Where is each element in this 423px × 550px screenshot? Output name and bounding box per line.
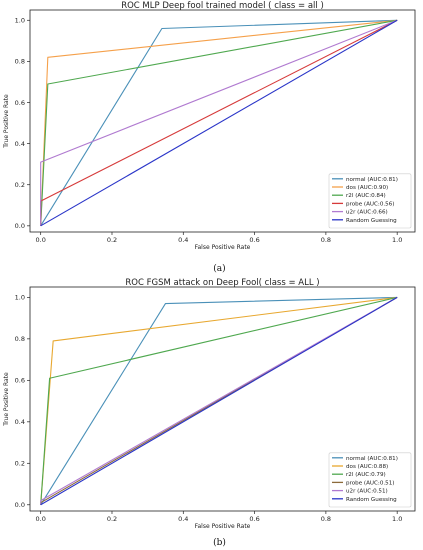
x-tick-label: 0.8 — [321, 236, 331, 244]
chart-title: ROC MLP Deep fool trained model ( class … — [121, 1, 324, 11]
x-tick-label: 0.2 — [107, 236, 117, 244]
legend-label: dos (AUC:0.90) — [346, 185, 388, 191]
x-tick-label: 0.2 — [107, 515, 117, 523]
roc-curve-5 — [40, 296, 398, 506]
y-axis-label: True Positive Rate — [3, 372, 10, 427]
legend-label: normal (AUC:0.81) — [346, 456, 398, 462]
legend-box — [328, 452, 412, 508]
chart-a: ROC MLP Deep fool trained model ( class … — [3, 1, 416, 274]
roc-curve-2 — [40, 19, 398, 226]
y-tick-label: 0.2 — [15, 460, 25, 468]
roc-curve-5 — [40, 19, 398, 227]
legend-label: probe (AUC:0.56) — [346, 201, 394, 207]
roc-curve-2 — [40, 296, 398, 505]
x-tick-label: 1.0 — [392, 515, 402, 523]
legend-label: normal (AUC:0.81) — [346, 177, 398, 183]
roc-curve-4 — [40, 19, 398, 226]
roc-curve-4 — [40, 296, 398, 505]
roc-curve-0 — [40, 296, 398, 506]
x-tick-label: 0.6 — [249, 515, 259, 523]
legend-label: Random Guessing — [346, 497, 397, 503]
x-tick-label: 0.4 — [178, 236, 188, 244]
y-tick-label: 0.6 — [15, 377, 25, 385]
legend-box — [328, 173, 412, 229]
figure-caption: (b) — [213, 537, 226, 548]
y-tick-label: 0.0 — [15, 222, 25, 230]
legend-label: probe (AUC:0.51) — [346, 480, 394, 486]
legend-label: dos (AUC:0.88) — [346, 464, 388, 470]
x-tick-label: 0.0 — [36, 236, 46, 244]
y-tick-label: 0.4 — [15, 140, 25, 148]
x-tick-label: 0.4 — [178, 515, 188, 523]
y-tick-label: 1.0 — [15, 294, 25, 302]
y-tick-label: 0.4 — [15, 418, 25, 426]
legend-label: r2l (AUC:0.79) — [346, 472, 386, 478]
y-tick-label: 0.0 — [15, 501, 25, 509]
y-tick-label: 1.0 — [15, 17, 25, 25]
y-tick-label: 0.6 — [15, 99, 25, 107]
y-tick-label: 0.8 — [15, 58, 25, 66]
y-tick-label: 0.2 — [15, 181, 25, 189]
y-tick-label: 0.8 — [15, 335, 25, 343]
legend-label: u2r (AUC:0.66) — [346, 210, 388, 216]
chart-b: ROC FGSM attack on Deep Fool( class = AL… — [3, 278, 416, 548]
chart-title: ROC FGSM attack on Deep Fool( class = AL… — [125, 278, 319, 288]
y-axis-label: True Positive Rate — [3, 94, 10, 149]
legend-label: Random Guessing — [346, 218, 397, 224]
x-axis-label: False Positive Rate — [195, 523, 251, 530]
x-axis-label: False Positive Rate — [195, 244, 251, 251]
x-tick-label: 1.0 — [392, 236, 402, 244]
legend-label: u2r (AUC:0.51) — [346, 489, 388, 495]
figure-caption: (a) — [213, 263, 225, 274]
legend-label: r2l (AUC:0.84) — [346, 193, 386, 199]
roc-curve-0 — [40, 19, 398, 227]
x-tick-label: 0.0 — [36, 515, 46, 523]
plot-frame — [29, 286, 416, 512]
x-tick-label: 0.8 — [321, 515, 331, 523]
plot-frame — [29, 9, 416, 233]
x-tick-label: 0.6 — [249, 236, 259, 244]
